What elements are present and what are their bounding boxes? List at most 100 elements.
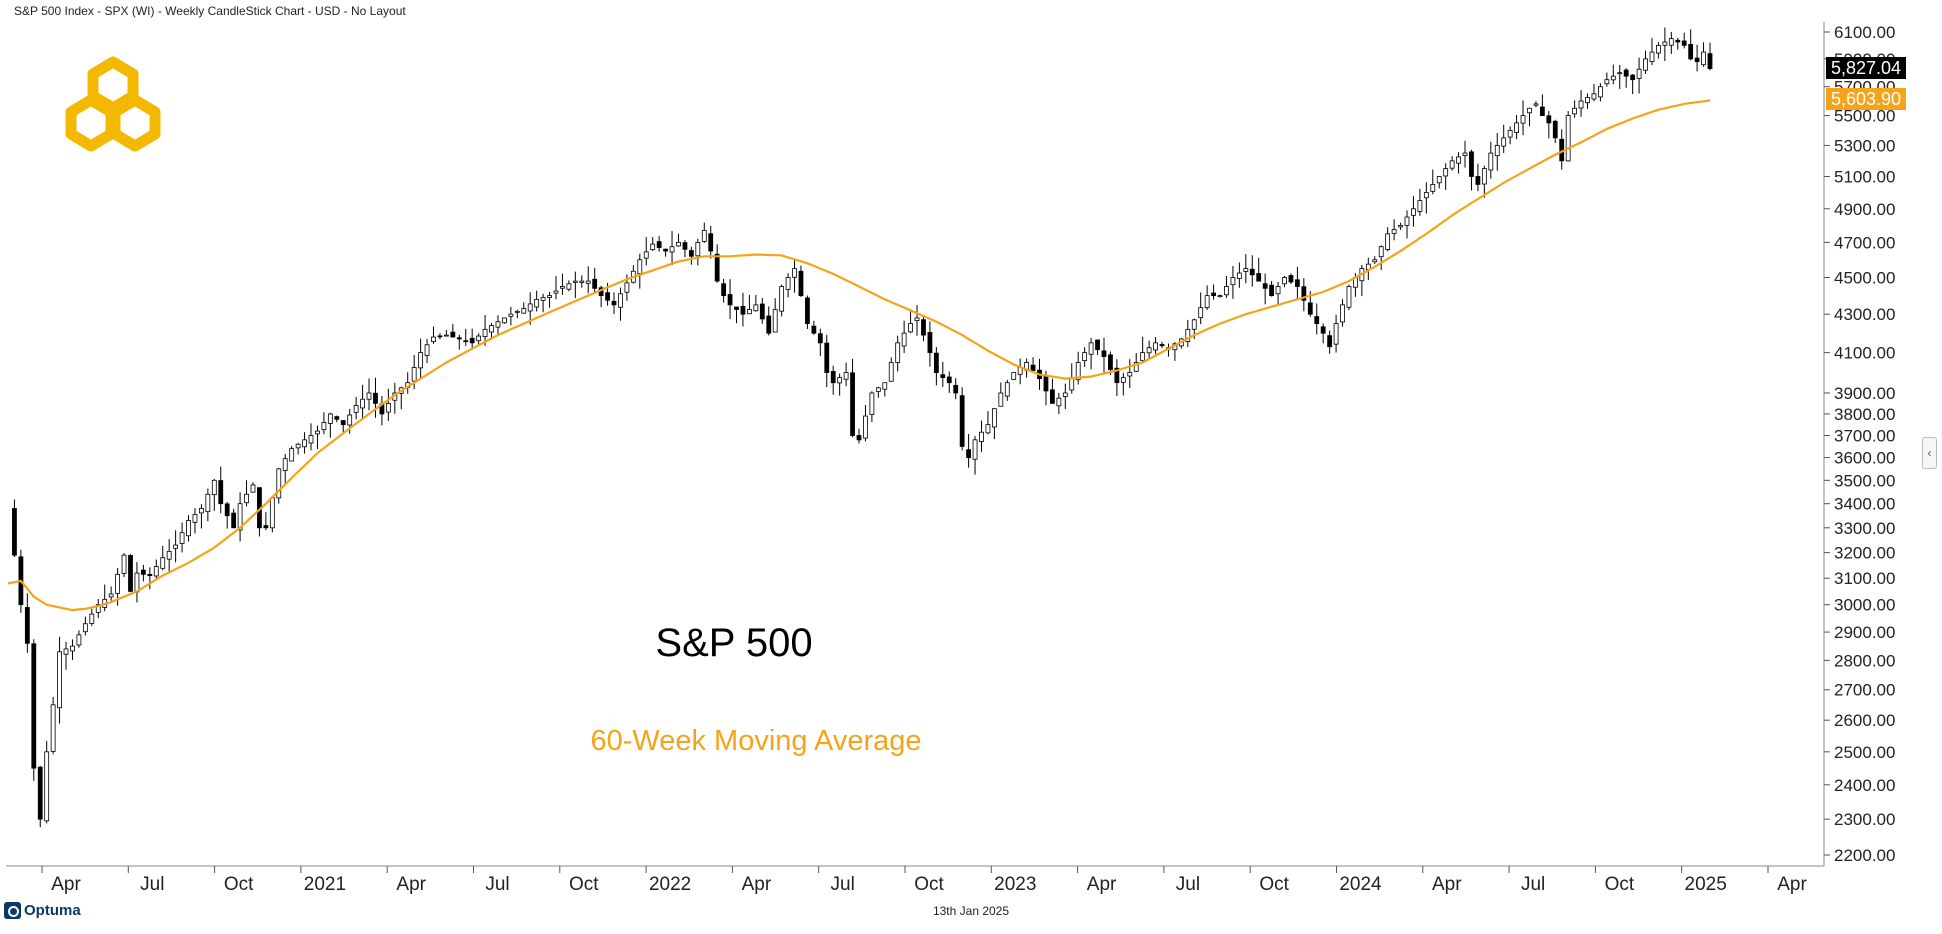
- candle-body: [1604, 79, 1610, 85]
- svg-text:5,603.90: 5,603.90: [1831, 89, 1901, 109]
- candle-body: [476, 335, 482, 342]
- candle-body: [1204, 295, 1210, 309]
- candle-body: [1423, 192, 1429, 199]
- candle-body: [89, 613, 95, 624]
- chevron-left-icon[interactable]: ‹: [1922, 437, 1937, 469]
- candle-body: [1262, 283, 1268, 289]
- candle-body: [1694, 57, 1700, 63]
- candle-body: [514, 310, 520, 313]
- candle-body: [469, 337, 475, 344]
- x-tick-label: Jul: [140, 874, 164, 895]
- candle-body: [282, 458, 288, 472]
- candle-body: [1307, 302, 1313, 315]
- candle-body: [1456, 156, 1461, 164]
- candle-body: [1430, 184, 1436, 192]
- candle-body: [747, 309, 752, 315]
- y-tick-label: 3100.00: [1834, 569, 1895, 588]
- candle-body: [495, 321, 501, 328]
- candle-body: [70, 645, 75, 652]
- candle-body: [237, 503, 243, 531]
- candle-body: [1372, 259, 1378, 263]
- x-tick-label: Apr: [742, 874, 772, 895]
- candle-body: [205, 493, 211, 513]
- candle-body: [1391, 229, 1397, 234]
- candle-body: [1108, 354, 1113, 370]
- candle-body: [295, 443, 301, 449]
- candle-body: [1256, 273, 1262, 282]
- candle-body: [792, 268, 797, 278]
- candle-body: [901, 332, 907, 347]
- brand-name: Optuma: [24, 902, 81, 919]
- candle-body: [1443, 168, 1449, 177]
- x-tick-label: Apr: [1087, 874, 1117, 895]
- candle-body: [418, 352, 424, 369]
- candle-body: [940, 374, 946, 379]
- candle-body: [1043, 375, 1049, 392]
- candle-body: [385, 402, 391, 413]
- candle-body: [721, 283, 727, 297]
- candle-body: [1269, 284, 1275, 297]
- candle-body: [1520, 115, 1526, 124]
- x-tick-label: 2021: [304, 874, 346, 895]
- x-tick-label: 2023: [994, 874, 1036, 895]
- y-tick-label: 3700.00: [1834, 426, 1895, 445]
- candle-body: [1127, 372, 1133, 377]
- candle-body: [1572, 107, 1578, 115]
- footer-date: 13th Jan 2025: [932, 904, 1010, 918]
- candle-body: [199, 508, 204, 514]
- ma-legend-label: 60-Week Moving Average: [590, 725, 921, 757]
- candle-body: [140, 569, 146, 575]
- candle-body: [218, 480, 224, 505]
- candle-body: [1675, 39, 1681, 43]
- candle-body: [605, 292, 610, 301]
- candle-body: [1417, 200, 1423, 212]
- candle-body: [1288, 275, 1294, 283]
- candle-body: [1114, 367, 1120, 384]
- candle-body: [753, 304, 759, 312]
- candle-body: [1320, 326, 1326, 334]
- candle-body: [1533, 103, 1539, 106]
- candle-body: [766, 315, 772, 334]
- candle-body: [882, 382, 888, 390]
- candle-body: [1140, 352, 1146, 362]
- candle-body: [1610, 75, 1616, 81]
- candle-body: [1294, 279, 1300, 287]
- candle-body: [1095, 339, 1100, 351]
- candle-body: [269, 497, 275, 529]
- candle-body: [1004, 382, 1010, 397]
- candle-body: [1404, 216, 1410, 226]
- x-tick-label: Jul: [831, 874, 855, 895]
- candle-body: [31, 643, 37, 769]
- candle-body: [1236, 272, 1242, 279]
- y-tick-label: 2900.00: [1834, 623, 1895, 642]
- y-tick-label: 3400.00: [1834, 495, 1895, 514]
- candle-body: [1327, 335, 1333, 348]
- candle-body: [1340, 304, 1345, 323]
- y-tick-label: 4700.00: [1834, 233, 1895, 252]
- candle-body: [1088, 342, 1094, 355]
- candle-body: [482, 328, 488, 337]
- candle-body: [37, 766, 43, 820]
- candle-body: [502, 317, 507, 324]
- candle-body: [1436, 176, 1442, 184]
- candle-body: [727, 294, 733, 306]
- candle-body: [656, 241, 662, 248]
- candle-body: [1185, 328, 1191, 342]
- candle-body: [1101, 350, 1107, 357]
- candle-body: [1411, 208, 1416, 216]
- candle-body: [991, 408, 997, 428]
- candle-body: [521, 308, 527, 314]
- candle-body: [508, 313, 514, 317]
- candle-body: [437, 335, 443, 338]
- candle-body: [63, 648, 69, 655]
- y-tick-label: 2700.00: [1834, 681, 1895, 700]
- candle-body: [624, 282, 630, 293]
- candle-body: [50, 704, 56, 752]
- chart-title: S&P 500: [655, 621, 812, 665]
- y-tick-label: 3600.00: [1834, 449, 1895, 468]
- x-tick-label: Jul: [485, 874, 509, 895]
- candle-body: [895, 342, 901, 363]
- candle-body: [1282, 277, 1287, 285]
